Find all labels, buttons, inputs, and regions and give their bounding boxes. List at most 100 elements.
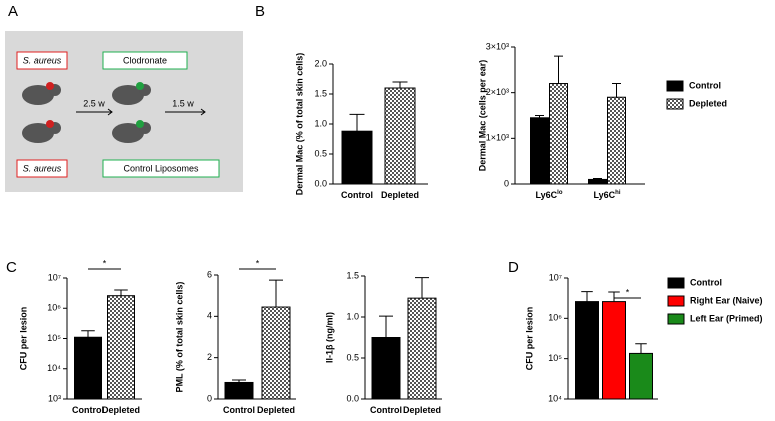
bar bbox=[107, 295, 135, 400]
legend-label: Control bbox=[689, 80, 721, 90]
label-box bbox=[102, 159, 220, 178]
x-tick-label: Ly6Chi bbox=[593, 190, 620, 201]
x-tick-label: Ly6Clo bbox=[535, 190, 562, 201]
arrow-head bbox=[107, 108, 113, 116]
error-bar bbox=[554, 55, 563, 84]
legend-swatch bbox=[667, 277, 685, 289]
y-tick-label: 10⁶ bbox=[47, 303, 61, 313]
error-bar bbox=[232, 379, 246, 383]
error-bar bbox=[535, 115, 544, 118]
y-tick-label: 10⁴ bbox=[548, 393, 562, 403]
bar bbox=[629, 352, 653, 400]
y-tick-label: 1.0 bbox=[346, 311, 359, 321]
bar bbox=[371, 337, 401, 400]
bar bbox=[261, 306, 291, 400]
y-tick-label: 10⁷ bbox=[48, 272, 61, 282]
diagram-label: 2.5 w bbox=[83, 98, 105, 108]
x-tick-label: Depleted bbox=[102, 405, 140, 415]
x-tick-label: Control bbox=[72, 405, 104, 415]
category-text: Ly6C bbox=[535, 190, 557, 200]
error-bar bbox=[415, 277, 429, 299]
legend-label: Right Ear (Naive) bbox=[690, 295, 763, 305]
label-box bbox=[102, 51, 188, 70]
category-text: Depleted bbox=[257, 405, 295, 415]
category-text: Depleted bbox=[381, 190, 419, 200]
error-bar bbox=[392, 81, 408, 88]
category-text: Control bbox=[223, 405, 255, 415]
y-tick-label: 10⁷ bbox=[549, 272, 562, 282]
bar bbox=[341, 130, 373, 185]
significance-label: * bbox=[103, 258, 107, 268]
y-axis-label: PML (% of total skin cells) bbox=[174, 282, 184, 393]
y-axis-label: Dermal Mac (cells per ear) bbox=[477, 60, 487, 172]
diagram-label: 1.5 w bbox=[172, 98, 194, 108]
error-bar bbox=[593, 178, 602, 180]
error-bar bbox=[581, 291, 593, 302]
bar bbox=[530, 117, 549, 185]
panel-label: B bbox=[255, 3, 265, 20]
y-axis-label: Dermal Mac (% of total skin cells) bbox=[294, 53, 304, 196]
y-tick-label: 10⁵ bbox=[47, 333, 61, 343]
y-tick-label: 2.0 bbox=[314, 58, 327, 68]
bar bbox=[607, 96, 626, 185]
significance-label: * bbox=[256, 258, 260, 268]
y-tick-label: 10⁴ bbox=[47, 363, 61, 373]
category-superscript: hi bbox=[615, 190, 621, 196]
y-tick-label: 1.0 bbox=[314, 118, 327, 128]
y-axis-label: CFU per lesion bbox=[18, 307, 28, 371]
bar bbox=[602, 301, 626, 400]
y-tick-label: 2 bbox=[207, 352, 212, 362]
mouse-icons bbox=[22, 82, 151, 143]
legend-swatch bbox=[666, 80, 684, 92]
category-text: Control bbox=[341, 190, 373, 200]
y-tick-label: 4 bbox=[207, 311, 212, 321]
y-tick-label: 1.5 bbox=[314, 88, 327, 98]
x-tick-label: Depleted bbox=[403, 405, 441, 415]
bar bbox=[384, 87, 416, 185]
legend-swatch bbox=[666, 98, 684, 110]
y-tick-label: 10³ bbox=[48, 393, 61, 403]
category-text: Depleted bbox=[102, 405, 140, 415]
y-tick-label: 10⁶ bbox=[548, 313, 562, 323]
y-tick-label: 2×10³ bbox=[486, 87, 509, 97]
category-text: Control bbox=[72, 405, 104, 415]
panel-label: C bbox=[6, 259, 17, 276]
panel-label: D bbox=[508, 259, 519, 276]
y-tick-label: 1×10³ bbox=[486, 133, 509, 143]
x-tick-label: Control bbox=[370, 405, 402, 415]
legend-label: Left Ear (Primed) bbox=[690, 313, 763, 323]
y-tick-label: 0.5 bbox=[314, 148, 327, 158]
bar bbox=[407, 297, 437, 400]
error-bar bbox=[114, 289, 128, 296]
arrow-head bbox=[200, 108, 206, 116]
error-bar bbox=[635, 343, 647, 354]
y-tick-label: 6 bbox=[207, 269, 212, 279]
x-tick-label: Depleted bbox=[257, 405, 295, 415]
panel-label: A bbox=[8, 3, 18, 20]
y-tick-label: 10⁵ bbox=[548, 353, 562, 363]
category-superscript: lo bbox=[557, 190, 563, 196]
y-tick-label: 1.5 bbox=[346, 270, 359, 280]
y-tick-label: 0 bbox=[207, 393, 212, 403]
bar bbox=[74, 336, 102, 400]
label-box bbox=[16, 51, 68, 70]
y-axis-label: CFU per lesion bbox=[524, 307, 534, 371]
y-tick-label: 0 bbox=[504, 178, 509, 188]
diagram-label: S. aureus bbox=[23, 163, 62, 173]
x-tick-label: Control bbox=[341, 190, 373, 200]
diagram: S. aureus Clodronate S. aureus Control L… bbox=[5, 31, 243, 192]
bar bbox=[549, 83, 568, 185]
category-text: Depleted bbox=[403, 405, 441, 415]
error-bar bbox=[349, 113, 365, 132]
legend-swatch bbox=[667, 295, 685, 307]
y-tick-label: 0.5 bbox=[346, 352, 359, 362]
category-text: Ly6C bbox=[593, 190, 615, 200]
label-box bbox=[16, 159, 68, 178]
y-tick-label: 0.0 bbox=[314, 178, 327, 188]
legend-label: Control bbox=[690, 277, 722, 287]
diagram-label: S. aureus bbox=[23, 55, 62, 65]
error-bar bbox=[379, 315, 393, 338]
diagram-label: Clodronate bbox=[123, 55, 167, 65]
legend-label: Depleted bbox=[689, 98, 727, 108]
